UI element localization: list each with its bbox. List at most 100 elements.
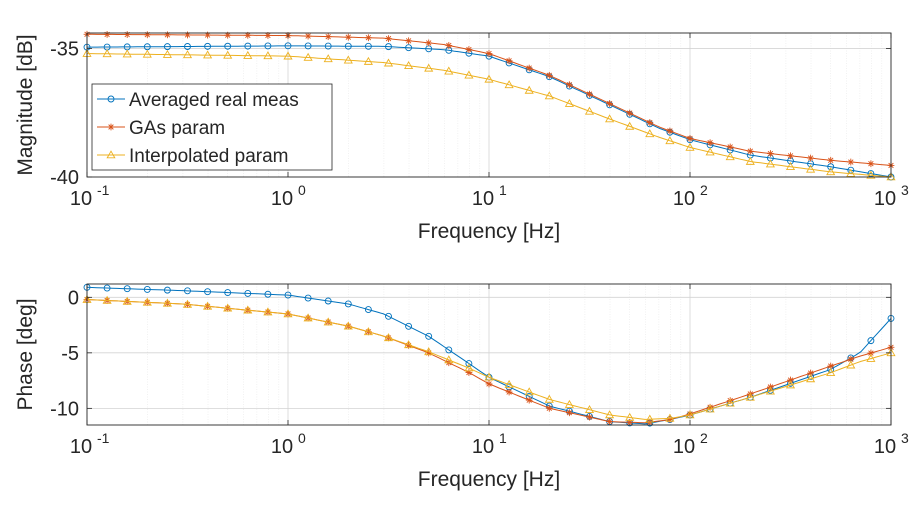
asterisk-marker [365,34,372,42]
triangle-marker [142,297,152,306]
circle-marker [143,285,151,293]
asterisk-marker [224,31,232,39]
triangle-marker [303,52,313,61]
legend-label: GAs param [129,118,225,139]
circle-marker [264,290,272,298]
triangle-marker [846,360,856,369]
circle-marker [344,42,352,50]
circle-marker [163,43,171,51]
triangle-marker [484,74,494,83]
asterisk-marker [324,33,332,41]
asterisk-marker [505,388,513,396]
triangle-marker [182,299,193,308]
x-tick-exponent: 1 [499,182,507,198]
x-tick-label: 10 [70,188,92,210]
triangle-marker [685,142,695,151]
triangle-marker [263,307,273,316]
triangle-marker [122,296,132,305]
circle-marker [284,42,292,50]
series-line [87,53,892,178]
asterisk-marker [344,33,352,41]
x-tick-exponent: 0 [298,430,306,446]
circle-marker [224,289,232,297]
triangle-marker [243,305,253,314]
x-tick-label: 10 [673,188,695,210]
triangle-marker [625,412,635,421]
asterisk-marker [485,380,493,388]
triangle-marker [886,172,896,181]
triangle-marker [283,51,293,60]
y-tick-label: -40 [50,167,79,189]
triangle-marker [182,50,193,59]
triangle-marker [785,162,796,171]
triangle-marker [625,121,635,130]
circle-marker [123,285,131,293]
x-tick-exponent: -1 [97,182,110,198]
triangle-marker [826,368,836,377]
asterisk-marker [425,39,433,47]
x-tick-exponent: 1 [499,430,507,446]
triangle-marker [464,70,474,79]
circle-marker [324,42,332,50]
triangle-marker [203,50,213,59]
asterisk-marker [405,37,412,45]
x-tick-label: 10 [271,188,293,210]
triangle-marker [424,63,434,72]
asterisk-marker [505,57,513,65]
circle-marker [304,294,312,302]
circle-marker [867,337,875,345]
x-tick-exponent: 2 [700,182,708,198]
legend-asterisk-marker [107,123,115,131]
triangle-marker [785,380,796,389]
series-triangle [82,48,896,181]
triangle-marker [383,58,394,67]
asterisk-marker [606,418,613,425]
legend-triangle-marker [106,150,116,159]
triangle-marker [605,114,615,123]
triangle-marker [464,363,474,372]
triangle-marker [223,50,233,59]
triangle-marker [866,353,876,362]
asterisk-marker [706,139,714,147]
circle-marker [204,42,212,50]
triangle-marker [725,398,735,407]
asterisk-marker [807,154,814,162]
triangle-marker [564,399,574,408]
circle-marker [445,346,453,354]
triangle-marker [806,374,816,383]
triangle-marker [102,49,112,58]
x-tick-exponent: 0 [298,182,306,198]
circle-marker [184,287,191,295]
asterisk-marker [164,31,171,39]
asterisk-marker [767,150,774,157]
y-axis-label: Phase [deg] [14,298,37,410]
triangle-marker [705,404,715,413]
triangle-marker [645,414,655,423]
triangle-marker [846,168,856,177]
asterisk-marker [143,31,151,39]
series-asterisk [83,30,895,169]
legend-entry: Averaged real meas [97,90,299,111]
circle-marker [425,332,433,340]
triangle-marker [203,301,213,310]
asterisk-marker [807,369,814,377]
asterisk-marker [847,158,855,166]
asterisk-marker [545,71,553,79]
circle-marker [364,306,372,314]
y-tick-label: -35 [50,38,79,60]
circle-marker [405,44,413,52]
triangle-marker [504,80,514,89]
circle-marker [405,322,413,330]
circle-marker [385,43,392,51]
asterisk-marker [787,152,794,160]
x-tick-label: 10 [874,436,896,458]
asterisk-marker [123,31,131,38]
triangle-marker [243,50,253,59]
circle-marker [264,42,272,50]
asterisk-marker [686,135,694,142]
triangle-marker [765,386,775,395]
triangle-marker [363,327,373,336]
triangle-marker [223,303,233,312]
asterisk-marker [566,409,573,417]
